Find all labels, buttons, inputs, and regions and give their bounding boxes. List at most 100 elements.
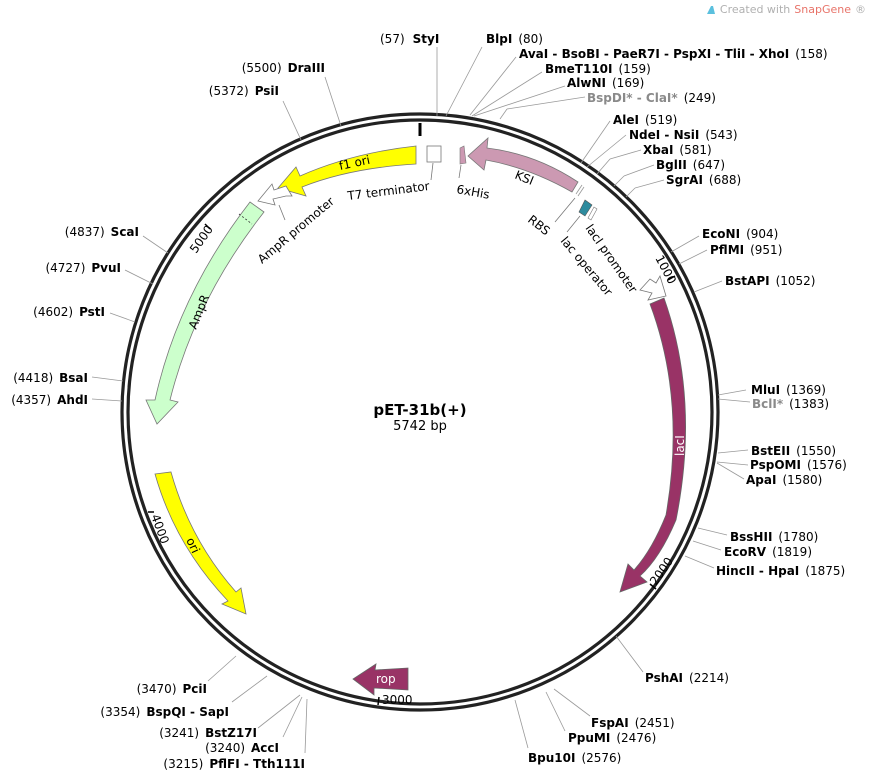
svg-text:PpuMI(2476): PpuMI (2476) — [568, 731, 656, 745]
site-bcli[interactable]: BclI* (1383) — [717, 397, 829, 411]
svg-text:f1 ori: f1 ori — [338, 153, 372, 173]
svg-text:(3215)PflFI - Tth111I: (3215) PflFI - Tth111I — [163, 757, 305, 771]
site-bstapi[interactable]: BstAPI (1052) — [693, 274, 815, 293]
site-xhoi-group[interactable]: AvaI - BsoBI - PaeR7I - PspXI - TliI - X… — [469, 47, 828, 116]
svg-text:(4837)ScaI: (4837) ScaI — [65, 225, 139, 239]
svg-text:RBS: RBS — [525, 212, 553, 238]
site-bpu10i[interactable]: Bpu10I (2576) — [514, 699, 621, 765]
site-xbai[interactable]: XbaI (581) — [596, 143, 712, 175]
feature-rop[interactable]: rop — [352, 663, 409, 696]
svg-text:(3241)BstZ17I: (3241) BstZ17I — [159, 726, 257, 740]
backbone-outer — [120, 112, 720, 712]
site-scai[interactable]: (4837) ScaI — [65, 225, 169, 254]
site-bsshii[interactable]: BssHII (1780) — [697, 527, 818, 544]
watermark: Created with SnapGene ® — [706, 3, 866, 16]
site-pshai[interactable]: PshAI (2214) — [615, 635, 729, 685]
svg-text:EcoNI(904): EcoNI (904) — [702, 227, 778, 241]
svg-text:(3470)PciI: (3470) PciI — [137, 682, 207, 696]
svg-text:lacI: lacI — [673, 435, 687, 456]
watermark-brand: SnapGene — [794, 3, 851, 16]
svg-text:(4727)PvuI: (4727) PvuI — [45, 261, 121, 275]
site-psii[interactable]: (5372) PsiI — [209, 84, 302, 141]
site-hincii-hpai[interactable]: HincII - HpaI (1875) — [684, 555, 845, 578]
feature-6xhis[interactable]: 6xHis — [455, 145, 491, 202]
svg-text:(3240)AccI: (3240) AccI — [205, 741, 279, 755]
site-ppumi[interactable]: PpuMI (2476) — [545, 691, 656, 745]
tick-3000: 3000 — [377, 693, 413, 707]
svg-text:BstAPI(1052): BstAPI (1052) — [725, 274, 815, 288]
feature-rbs[interactable]: RBS — [525, 184, 585, 238]
svg-text:(4418)BsaI: (4418) BsaI — [13, 371, 88, 385]
svg-text:BssHII(1780): BssHII (1780) — [730, 530, 818, 544]
svg-text:EcoRV(1819): EcoRV (1819) — [724, 545, 812, 559]
site-bstz17i[interactable]: (3241) BstZ17I — [159, 694, 301, 740]
site-draiii[interactable]: (5500) DraIII — [242, 61, 342, 127]
svg-text:AvaI - BsoBI - PaeR7I - PspXI: AvaI - BsoBI - PaeR7I - PspXI - TliI - X… — [519, 47, 828, 61]
svg-text:BglII(647): BglII (647) — [656, 158, 725, 172]
site-ecorv[interactable]: EcoRV (1819) — [692, 540, 812, 559]
site-apai[interactable]: ApaI (1580) — [716, 462, 822, 487]
site-sgrai[interactable]: SgrAI (688) — [625, 173, 741, 198]
site-bglii[interactable]: BglII (647) — [613, 158, 725, 187]
svg-text:(57)StyI: (57) StyI — [380, 32, 439, 46]
svg-text:NdeI - NsiI(543): NdeI - NsiI (543) — [629, 128, 738, 142]
site-ndei-nsii[interactable]: NdeI - NsiI (543) — [586, 128, 738, 168]
site-pspomi[interactable]: PspOMI (1576) — [716, 458, 847, 472]
site-pvui[interactable]: (4727) PvuI — [45, 261, 154, 285]
site-alei[interactable]: AleI (519) — [580, 113, 677, 164]
site-styi[interactable]: (57) StyI — [380, 32, 439, 116]
site-psti[interactable]: (4602) PstI — [33, 305, 136, 323]
svg-text:5000: 5000 — [187, 223, 216, 256]
snapgene-logo-icon — [706, 5, 715, 14]
site-pflfi-tth111i[interactable]: (3215) PflFI - Tth111I — [163, 698, 308, 771]
svg-text:BmeT110I(159): BmeT110I (159) — [545, 62, 651, 76]
site-bsai[interactable]: (4418) BsaI — [13, 371, 124, 385]
site-pcii[interactable]: (3470) PciI — [137, 655, 237, 696]
svg-text:ApaI(1580): ApaI (1580) — [746, 473, 822, 487]
svg-text:(4602)PstI: (4602) PstI — [33, 305, 105, 319]
svg-text:SgrAI(688): SgrAI (688) — [666, 173, 741, 187]
backbone-inner — [126, 118, 714, 706]
svg-text:(5500)DraIII: (5500) DraIII — [242, 61, 325, 75]
tick-5000: 5000 — [187, 223, 216, 256]
svg-text:PflMI(951): PflMI (951) — [710, 243, 782, 257]
site-bmet110i[interactable]: BmeT110I (159) — [471, 62, 651, 117]
feature-ori[interactable]: ori — [154, 471, 247, 615]
svg-text:XbaI(581): XbaI (581) — [643, 143, 712, 157]
svg-text:PshAI(2214): PshAI (2214) — [645, 671, 729, 685]
svg-text:3000: 3000 — [382, 693, 413, 707]
svg-text:PspOMI(1576): PspOMI (1576) — [750, 458, 847, 472]
site-mlui[interactable]: MluI (1369) — [717, 383, 826, 397]
feature-laci[interactable]: lacI — [619, 297, 687, 593]
site-alwni[interactable]: AlwNI (169) — [473, 76, 644, 117]
site-blpi[interactable]: BlpI (80) — [445, 32, 543, 117]
site-bspqi-sapi[interactable]: (3354) BspQI - SapI — [100, 675, 268, 719]
plasmid-name: pET-31b(+) — [373, 401, 467, 419]
svg-text:MluI(1369): MluI (1369) — [751, 383, 826, 397]
site-pflmi[interactable]: PflMI (951) — [678, 243, 782, 265]
svg-text:(5372)PsiI: (5372) PsiI — [209, 84, 279, 98]
feature-ampr-promoter[interactable]: AmpR promoter — [255, 183, 337, 266]
svg-text:6xHis: 6xHis — [455, 182, 490, 202]
site-claI[interactable]: BspDI* - ClaI* (249) — [499, 91, 716, 120]
svg-text:(3354)BspQI - SapI: (3354) BspQI - SapI — [100, 705, 229, 719]
svg-text:AleI(519): AleI (519) — [613, 113, 677, 127]
svg-text:BspDI* - ClaI*(249): BspDI* - ClaI* (249) — [587, 91, 716, 105]
feature-ksi[interactable]: KSI — [467, 137, 579, 193]
site-bsteii[interactable]: BstEII (1550) — [717, 444, 836, 458]
svg-text:T7 terminator: T7 terminator — [346, 179, 431, 203]
site-econi[interactable]: EcoNI (904) — [670, 227, 778, 253]
feature-f1-ori[interactable]: f1 ori — [277, 145, 417, 197]
svg-text:BlpI(80): BlpI (80) — [486, 32, 543, 46]
svg-text:KSI: KSI — [513, 168, 536, 188]
svg-text:rop: rop — [376, 672, 396, 686]
svg-text:(4357)AhdI: (4357) AhdI — [11, 393, 88, 407]
svg-text:HincII - HpaI(1875): HincII - HpaI (1875) — [716, 564, 845, 578]
plasmid-size: 5742 bp — [393, 419, 447, 434]
svg-text:Bpu10I(2576): Bpu10I (2576) — [528, 751, 621, 765]
site-acci[interactable]: (3240) AccI — [205, 696, 303, 755]
svg-text:AmpR promoter: AmpR promoter — [255, 194, 337, 266]
site-fspai[interactable]: FspAI (2451) — [553, 688, 675, 730]
site-ahdi[interactable]: (4357) AhdI — [11, 393, 123, 407]
